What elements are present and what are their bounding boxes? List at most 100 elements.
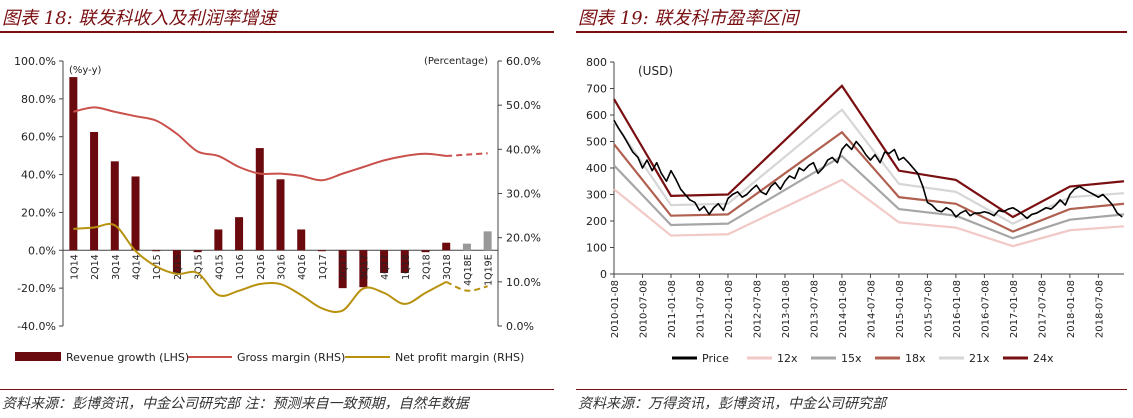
pe12-line	[613, 178, 1125, 248]
category-label: 4Q18E	[463, 254, 474, 286]
x-tick-label: 2016-01-08	[952, 280, 963, 338]
y-tick-label: 500	[586, 136, 607, 149]
revenue-bar	[276, 179, 285, 251]
category-label: 1Q19E	[484, 254, 495, 286]
category-label: 2Q16	[256, 254, 267, 280]
title-rule	[0, 31, 554, 33]
revenue-bar	[421, 250, 430, 253]
category-label: 4Q14	[132, 254, 143, 280]
x-tick-label: 2011-07-08	[695, 280, 706, 338]
net-margin-line	[73, 222, 447, 313]
legend-revenue-swatch	[15, 352, 61, 361]
legend-price-label: Price	[702, 352, 729, 365]
source-rule	[0, 389, 554, 390]
left-tick-label: 80.0%	[21, 93, 56, 106]
left-tick-label: 0.0%	[28, 244, 56, 257]
revenue-bar	[297, 229, 306, 251]
category-label: 2Q17	[339, 254, 350, 280]
chart-title: 图表 18: 联发科收入及利润率增速	[2, 8, 277, 29]
category-label: 4Q17	[380, 254, 391, 280]
category-label: 3Q17	[359, 254, 370, 280]
legend-pe18-label: 18x	[905, 352, 926, 365]
y-tick-label: 400	[586, 162, 607, 175]
pe18-line	[613, 130, 1125, 233]
revenue-bar	[380, 250, 389, 273]
x-tick-label: 2015-01-08	[895, 280, 906, 338]
category-label: 2Q18	[422, 254, 433, 280]
left-unit-note: (%y-y)	[69, 65, 101, 76]
chart-title: 图表 19: 联发科市盈率区间	[578, 8, 799, 29]
net-margin-line-forecast	[445, 280, 488, 292]
source-note: 资料来源：万得资讯，彭博资讯，中金公司研究部	[578, 396, 886, 412]
left-tick-label: -20.0%	[17, 282, 56, 295]
x-tick-label: 2013-01-08	[781, 280, 792, 338]
category-label: 3Q14	[111, 254, 122, 280]
revenue-bar	[400, 250, 409, 273]
category-label: 3Q15	[194, 254, 205, 280]
right-tick-label: 30.0%	[506, 188, 541, 201]
revenue-bar	[193, 250, 202, 253]
gross-margin-line-forecast	[446, 152, 488, 157]
legend-pe24-label: 24x	[1033, 352, 1054, 365]
left-tick-label: -40.0%	[17, 320, 56, 333]
right-tick-label: 40.0%	[506, 143, 541, 156]
category-label: 2Q15	[173, 254, 184, 280]
pe-band-chart: 0 100 200 300 400 500 600 700 800 (USD) 2010-01-08…	[586, 56, 1125, 365]
y-tick-label: 600	[586, 109, 607, 122]
revenue-bar	[442, 242, 451, 251]
revenue-bar	[317, 250, 326, 252]
y-tick-label: 100	[586, 242, 607, 255]
x-tick-label: 2015-07-08	[923, 280, 934, 338]
left-tick-label: 60.0%	[21, 131, 56, 144]
category-label: 2Q14	[90, 254, 101, 280]
right-tick-label: 10.0%	[506, 276, 541, 289]
y-tick-label: 200	[586, 215, 607, 228]
right-unit-note: (Percentage)	[424, 56, 488, 67]
left-tick-label: 40.0%	[21, 169, 56, 182]
title-rule	[576, 31, 1127, 33]
revenue-bar	[483, 231, 492, 251]
legend-gross-label: Gross margin (RHS)	[237, 351, 345, 364]
category-label: 1Q14	[69, 254, 80, 280]
y-tick-label: 700	[586, 83, 607, 96]
x-tick-label: 2018-07-08	[1094, 280, 1105, 338]
x-tick-label: 2014-01-08	[838, 280, 849, 338]
revenue-bar	[338, 250, 347, 289]
category-label: 4Q16	[297, 254, 308, 280]
right-tick-label: 60.0%	[506, 55, 541, 68]
left-tick-label: 100.0%	[14, 55, 56, 68]
category-label: 1Q17	[318, 254, 329, 280]
unit-note: (USD)	[638, 64, 673, 78]
y-tick-label: 800	[586, 56, 607, 69]
revenue-margin-chart: -40.0% -20.0% 0.0% 20.0% 40.0% 60.0% 80.0% 100.…	[14, 55, 541, 364]
y-tick-label: 300	[586, 189, 607, 202]
legend-net-label: Net profit margin (RHS)	[395, 351, 524, 364]
pe15-line	[613, 154, 1125, 240]
y-tick-label: 0	[600, 268, 607, 281]
revenue-bar	[359, 250, 368, 288]
x-tick-label: 2016-07-08	[980, 280, 991, 338]
category-label: 1Q18	[401, 254, 412, 280]
revenue-bar	[69, 77, 78, 251]
revenue-bar	[255, 148, 264, 251]
pe21-line	[613, 108, 1125, 225]
revenue-bar	[235, 217, 244, 251]
right-tick-label: 20.0%	[506, 232, 541, 245]
x-tick-label: 2018-01-08	[1066, 280, 1077, 338]
category-label: 4Q15	[214, 254, 225, 280]
revenue-bar	[152, 250, 161, 252]
right-tick-label: 0.0%	[506, 320, 534, 333]
x-tick-label: 2017-01-08	[1009, 280, 1020, 338]
revenue-bar	[214, 229, 223, 251]
pe24-line	[613, 84, 1125, 219]
x-tick-label: 2014-07-08	[866, 280, 877, 338]
source-note: 资料来源：彭博资讯，中金公司研究部 注：预测来自一致预期，自然年数据	[2, 396, 469, 412]
right-tick-label: 50.0%	[506, 99, 541, 112]
x-tick-label: 2013-07-08	[809, 280, 820, 338]
panel-pe-band: 图表 19: 联发科市盈率区间 0 100 200 300 400 500 600 700 80…	[576, 0, 1133, 418]
x-tick-label: 2012-01-08	[724, 280, 735, 338]
x-tick-label: 2010-01-08	[610, 280, 621, 338]
x-tick-label: 2012-07-08	[752, 280, 763, 338]
revenue-bar	[172, 250, 181, 273]
legend-pe15-label: 15x	[841, 352, 862, 365]
